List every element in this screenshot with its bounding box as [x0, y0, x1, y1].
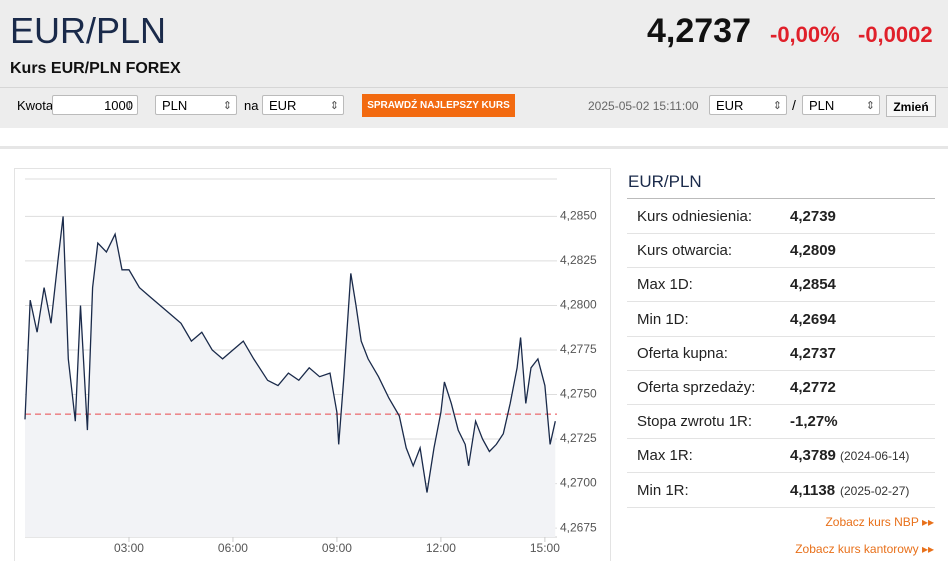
nbp-link[interactable]: Zobacz kurs NBP ▸▸ [825, 515, 934, 529]
stats-value: 4,2772 [790, 379, 836, 396]
stats-row: Max 1R: 4,3789 (2024-06-14) [627, 438, 935, 474]
stats-value: -1,27% [790, 413, 838, 431]
y-tick-label: 4,2825 [560, 253, 597, 267]
change-pct: -0,00% [770, 22, 840, 47]
stats-value: 4,3789 [790, 447, 836, 465]
stats-value: 4,2694 [790, 310, 836, 328]
price: 4,2737 [647, 12, 751, 50]
x-tick-label: 03:00 [114, 541, 144, 555]
stats-row: Oferta kupna: 4,2737 [627, 336, 935, 371]
stats-label: Kurs odniesienia: [637, 208, 753, 225]
stats-label: Kurs otwarcia: [637, 242, 733, 260]
stats-date: (2024-06-14) [840, 449, 910, 464]
stats-row: Kurs odniesienia: 4,2739 [627, 199, 935, 234]
pair-from-select[interactable]: EUR [709, 95, 787, 116]
kantor-link[interactable]: Zobacz kurs kantorowy ▸▸ [795, 542, 934, 556]
amount-input[interactable]: 1000 [52, 95, 138, 116]
stats-row: Min 1D: 4,2694 [627, 302, 935, 337]
to-select[interactable]: EUR [262, 95, 344, 116]
stats-value: 4,2737 [790, 344, 836, 362]
y-tick-label: 4,2750 [560, 387, 597, 401]
y-tick-label: 4,2725 [560, 431, 597, 445]
stats-label: Oferta sprzedaży: [637, 379, 756, 396]
header: EUR/PLN Kurs EUR/PLN FOREX 4,2737 -0,00%… [0, 0, 948, 128]
best-rate-button[interactable]: SPRAWDŹ NAJLEPSZY KURS [362, 94, 515, 117]
timestamp: 2025-05-02 15:11:00 [588, 99, 699, 113]
stats-row: Min 1R: 4,1138 (2025-02-27) [627, 473, 935, 508]
stats-label: Min 1R: [637, 481, 689, 499]
change-abs: -0,0002 [858, 22, 933, 47]
stats-row: Kurs otwarcia: 4,2809 [627, 233, 935, 269]
amount-label: Kwota [17, 98, 54, 113]
title: EUR/PLN [10, 10, 167, 51]
from-select[interactable]: PLN [155, 95, 237, 116]
y-tick-label: 4,2775 [560, 342, 597, 356]
to-label: na [244, 98, 259, 113]
nbp-link-text[interactable]: Zobacz kurs NBP [825, 515, 919, 529]
stats-value: 4,2809 [790, 242, 836, 260]
pair-to-select[interactable]: PLN [802, 95, 880, 116]
stats-date: (2025-02-27) [840, 483, 910, 498]
kantor-link-text[interactable]: Zobacz kurs kantorowy [795, 542, 919, 556]
separator [0, 87, 948, 88]
x-tick-label: 09:00 [322, 541, 352, 555]
y-tick-label: 4,2800 [560, 298, 597, 312]
stats-label: Max 1D: [637, 276, 693, 294]
pair-separator: / [792, 97, 796, 113]
stats-title: EUR/PLN [627, 170, 935, 199]
x-tick-label: 06:00 [218, 541, 248, 555]
stats-value: 4,2739 [790, 208, 836, 225]
y-tick-label: 4,2675 [560, 520, 597, 534]
chart: 4,2675 4,2700 4,2725 4,2750 4,2775 4,2800 4,28… [24, 178, 597, 555]
stats-row: Stopa zwrotu 1R: -1,27% [627, 404, 935, 440]
x-tick-label: 12:00 [426, 541, 456, 555]
stats-value: 4,1138 [790, 481, 836, 499]
stats-title-text: EUR/PLN [628, 172, 702, 191]
switch-button[interactable]: Zmień [886, 95, 936, 117]
stats-label: Stopa zwrotu 1R: [637, 413, 753, 431]
x-tick-label: 15:00 [530, 541, 560, 555]
stats-label: Oferta kupna: [637, 344, 728, 362]
stats-row: Oferta sprzedaży: 4,2772 [627, 370, 935, 405]
y-tick-label: 4,2850 [560, 209, 597, 223]
stats-value: 4,2854 [790, 276, 836, 294]
y-tick-label: 4,2700 [560, 476, 597, 490]
stats-label: Max 1R: [637, 447, 693, 465]
panel-top [0, 146, 948, 149]
stats-row: Max 1D: 4,2854 [627, 267, 935, 303]
chart-frame [14, 168, 611, 561]
area [25, 216, 556, 537]
line [24, 216, 556, 493]
stats-label: Min 1D: [637, 310, 689, 328]
subtitle: Kurs EUR/PLN FOREX [10, 60, 181, 77]
